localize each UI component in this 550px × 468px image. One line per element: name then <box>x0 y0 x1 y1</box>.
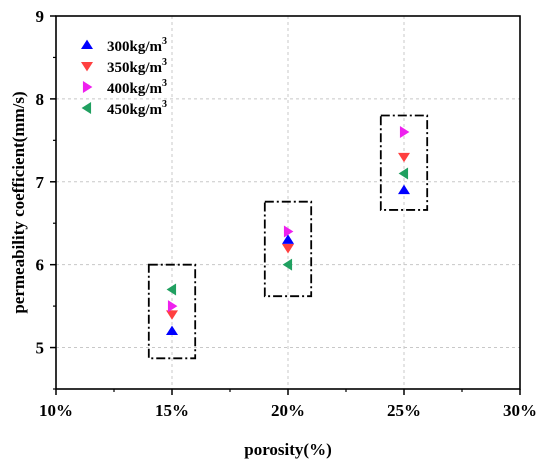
x-tick-label: 10% <box>39 401 73 420</box>
legend-marker <box>82 81 93 93</box>
data-point-triangle-right <box>399 126 410 139</box>
legend-label: 450kg/m3 <box>107 99 167 118</box>
data-point-triangle-left <box>282 258 293 271</box>
legend-label: 400kg/m3 <box>107 78 167 97</box>
dash-dot-box <box>147 263 197 360</box>
data-point-triangle-right <box>283 225 294 238</box>
y-tick-label: 8 <box>36 90 45 109</box>
legend-marker <box>81 61 93 72</box>
data-point-triangle-down <box>398 152 410 163</box>
data-point-triangle-left <box>398 167 409 180</box>
x-tick-label: 15% <box>155 401 189 420</box>
data-point-triangle-left <box>166 283 177 296</box>
data-point-triangle-up <box>398 184 410 195</box>
data-point-triangle-right <box>167 300 178 313</box>
y-axis-title: permeability coefficient(mm/s) <box>9 91 28 313</box>
data-point-triangle-up <box>166 325 178 336</box>
legend-label: 350kg/m3 <box>107 57 167 76</box>
data-points <box>166 126 410 336</box>
data-point-triangle-up <box>282 234 294 244</box>
x-tick-label: 20% <box>271 401 305 420</box>
axis-ticks: 10% 15% 20% 25% 30% 5 6 7 8 9 <box>36 7 538 420</box>
data-point-triangle-down <box>282 244 294 254</box>
dash-dot-box <box>379 114 429 211</box>
y-tick-label: 6 <box>36 256 45 275</box>
legend-marker <box>81 39 93 50</box>
data-point-triangle-down <box>166 310 178 320</box>
dash-dot-box <box>263 200 313 298</box>
y-tick-label: 7 <box>36 173 45 192</box>
x-axis-title: porosity(%) <box>244 440 332 459</box>
y-tick-label: 9 <box>36 7 45 26</box>
legend: 300kg/m3 350kg/m3 400kg/m3 450kg/m3 <box>81 36 167 118</box>
y-tick-label: 5 <box>36 339 45 358</box>
legend-marker <box>81 102 92 114</box>
legend-label: 300kg/m3 <box>107 36 167 55</box>
x-tick-label: 30% <box>503 401 537 420</box>
x-tick-label: 25% <box>387 401 421 420</box>
annotation-boxes <box>147 114 429 360</box>
